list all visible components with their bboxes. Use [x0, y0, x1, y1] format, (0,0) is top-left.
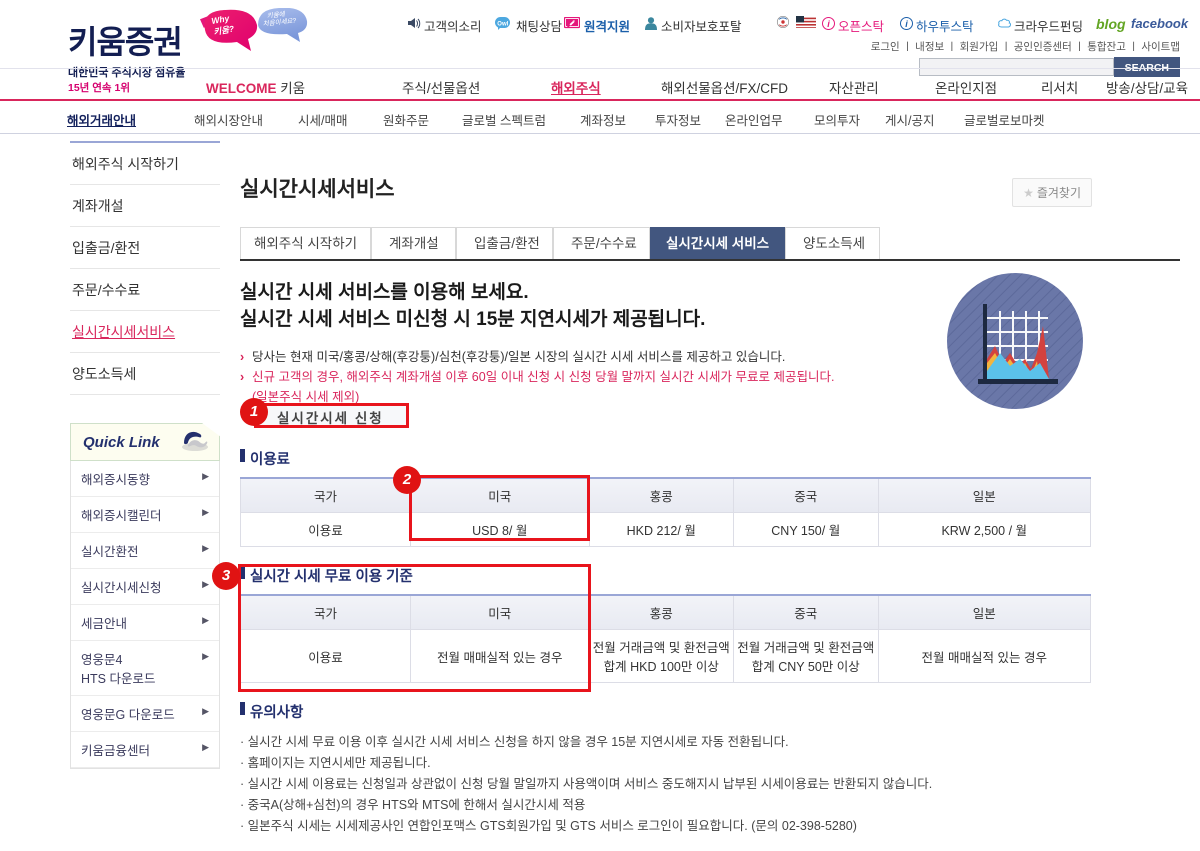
svg-text:Owl: Owl — [497, 22, 508, 28]
